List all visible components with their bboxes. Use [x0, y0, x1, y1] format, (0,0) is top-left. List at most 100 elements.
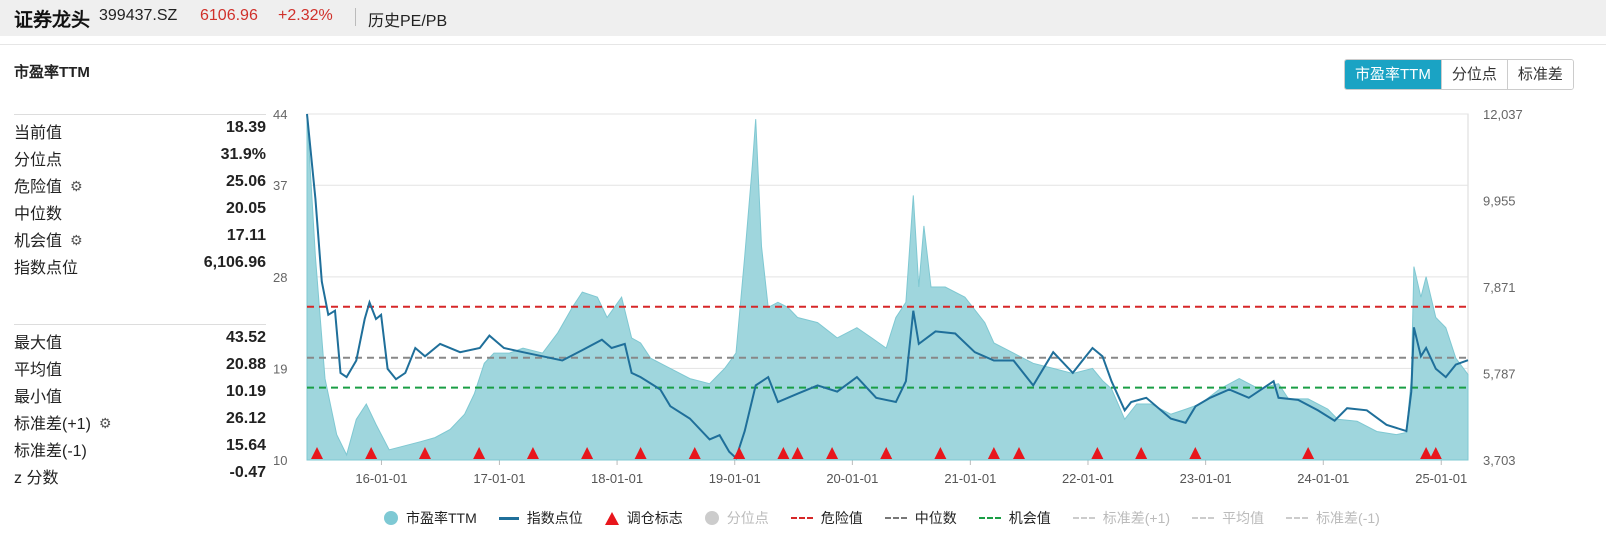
stat-label: 标准差(-1) [14, 443, 87, 460]
x-tick-label: 23-01-01 [1180, 471, 1232, 486]
stat-label-text: 标准差(+1) [14, 416, 91, 433]
tab-std-dev[interactable]: 标准差 [1506, 60, 1573, 89]
stat-label: 中位数 [14, 206, 63, 223]
stat-value: 17.11 [226, 227, 266, 244]
x-tick-label: 25-01-01 [1415, 471, 1467, 486]
legend-label: 调仓标志 [626, 510, 683, 526]
legend-marker-triangle [604, 511, 619, 525]
y-right-tick-label: 5,787 [1483, 366, 1516, 381]
gear-icon[interactable]: ⚙ [70, 178, 83, 194]
legend-label: 标准差(-1) [1316, 510, 1380, 526]
legend-label: 分位点 [726, 510, 769, 526]
stat-value: 26.12 [225, 410, 266, 427]
top-bar: 证券龙头 399437.SZ 6106.96 +2.32% 历史PE/PB [0, 0, 1606, 36]
stat-label: z 分数 [14, 470, 59, 487]
rebalance-marker [777, 447, 790, 459]
y-right-tick-label: 7,871 [1483, 280, 1516, 295]
rebalance-marker [934, 447, 947, 459]
stat-label: 平均值 [14, 362, 63, 379]
stat-row-z-score: z 分数 -0.47 [14, 460, 266, 487]
stat-value: 31.9% [220, 146, 266, 163]
legend-item[interactable]: 标准差(+1) [1072, 508, 1171, 528]
rebalance-marker [1013, 447, 1026, 459]
stat-label: 分位点 [14, 152, 63, 169]
legend-item[interactable]: 危险值 [790, 508, 863, 528]
stat-value: 18.39 [225, 119, 266, 136]
legend-item[interactable]: 中位数 [884, 508, 957, 528]
chart-legend: 市盈率TTM 指数点位 调仓标志 分位点 危险值 中位数 机会值 标准差(+1) 平均值 标准差(… [384, 507, 1402, 529]
stat-label: 机会值 ⚙ [14, 227, 83, 251]
stat-label: 标准差(+1) ⚙ [14, 410, 111, 434]
stat-value: -0.47 [229, 464, 266, 481]
x-tick-label: 18-01-01 [591, 471, 643, 486]
stats-distribution: 最大值 43.52 平均值 20.88 最小值 10.19 标准差(+1) ⚙ 26.12… [14, 324, 266, 487]
legend-label: 中位数 [914, 510, 957, 526]
x-tick-label: 16-01-01 [355, 471, 407, 486]
rebalance-marker [826, 447, 839, 459]
metric-title: 市盈率TTM [14, 64, 90, 81]
legend-label: 危险值 [820, 510, 863, 526]
rebalance-marker [526, 447, 539, 459]
stat-row-opportunity: 机会值 ⚙ 17.11 [14, 223, 266, 250]
y-right-tick-label: 12,037 [1483, 107, 1523, 122]
legend-item[interactable]: 平均值 [1192, 508, 1264, 528]
y-right-tick-label: 9,955 [1483, 193, 1516, 208]
stat-label: 当前值 [14, 125, 63, 142]
index-price: 6106.96 [200, 7, 258, 24]
legend-marker-dash [1072, 517, 1095, 519]
rebalance-marker [473, 447, 486, 459]
rebalance-marker [365, 447, 378, 459]
legend-marker-line [498, 516, 519, 520]
stat-row-index-level: 指数点位 6,106.96 [14, 250, 266, 277]
stat-label-text: 危险值 [14, 179, 63, 196]
y-left-tick-label: 19 [273, 361, 287, 376]
rebalance-marker [418, 447, 431, 459]
y-left-tick-label: 10 [273, 453, 287, 468]
tab-percentile[interactable]: 分位点 [1440, 60, 1507, 89]
rebalance-marker [581, 447, 594, 459]
stat-row-percentile: 分位点 31.9% [14, 142, 266, 169]
stat-label: 指数点位 [14, 260, 79, 277]
legend-marker-circle [704, 511, 719, 525]
rebalance-marker [733, 447, 746, 459]
stat-value: 25.06 [225, 173, 266, 190]
rebalance-marker [1189, 447, 1202, 459]
stat-row-mean: 平均值 20.88 [14, 352, 266, 379]
tab-pe-ttm[interactable]: 市盈率TTM [1345, 60, 1441, 89]
rebalance-marker [1420, 447, 1433, 459]
x-tick-label: 21-01-01 [944, 471, 996, 486]
legend-item[interactable]: 分位点 [704, 508, 769, 528]
x-tick-label: 20-01-01 [826, 471, 878, 486]
x-tick-label: 22-01-01 [1062, 471, 1114, 486]
gear-icon[interactable]: ⚙ [98, 415, 112, 431]
legend-item[interactable]: 机会值 [978, 508, 1051, 528]
stat-value: 6,106.96 [203, 254, 266, 271]
rebalance-marker [987, 447, 1000, 459]
divider [355, 8, 356, 26]
metric-tabs: 市盈率TTM 分位点 标准差 [1344, 59, 1574, 90]
pe-ttm-area [306, 113, 1469, 461]
legend-marker-dash [978, 517, 1001, 519]
stat-row-median: 中位数 20.05 [14, 196, 266, 223]
legend-marker-dash [1286, 517, 1309, 519]
rebalance-marker [791, 447, 804, 459]
stat-row-current: 当前值 18.39 [14, 115, 266, 142]
gear-icon[interactable]: ⚙ [70, 232, 83, 248]
stat-value: 15.64 [225, 437, 266, 454]
stat-row-std-plus: 标准差(+1) ⚙ 26.12 [14, 406, 266, 433]
index-level-line [306, 113, 1469, 460]
stat-value: 10.19 [225, 383, 266, 400]
legend-item[interactable]: 市盈率TTM [384, 508, 477, 528]
legend-label: 市盈率TTM [406, 510, 477, 526]
legend-marker-circle [384, 511, 398, 525]
legend-item[interactable]: 调仓标志 [604, 508, 683, 528]
legend-label: 标准差(+1) [1102, 510, 1171, 526]
legend-item[interactable]: 标准差(-1) [1286, 508, 1380, 528]
stats-current: 当前值 18.39 分位点 31.9% 危险值 ⚙ 25.06 中位数 20.05 机会值… [14, 114, 266, 277]
rebalance-marker [1302, 447, 1315, 459]
stat-value: 20.05 [225, 200, 266, 217]
legend-item[interactable]: 指数点位 [498, 508, 583, 528]
history-pe-pb-link[interactable]: 历史PE/PB [368, 13, 448, 30]
x-tick-label: 17-01-01 [473, 471, 525, 486]
